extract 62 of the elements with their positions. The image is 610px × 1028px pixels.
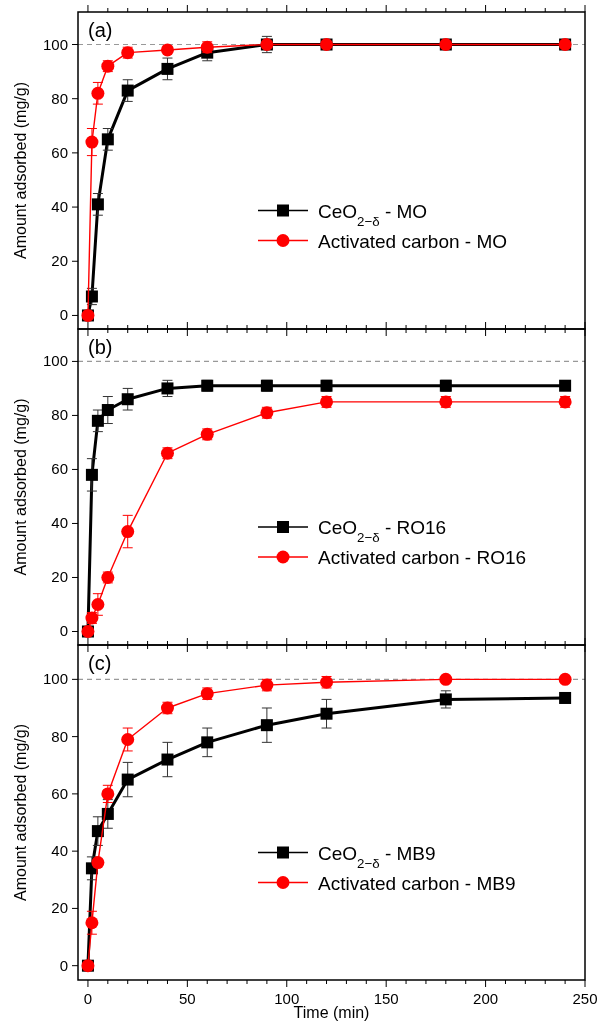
- point: [91, 86, 105, 100]
- y-tick-label: 40: [51, 514, 68, 532]
- y-tick-label: 60: [51, 460, 68, 478]
- point: [121, 84, 134, 97]
- legend-label: CeO$_{2−δ}$ - RO16: [318, 517, 447, 545]
- point: [161, 62, 174, 75]
- y-tick-label: 100: [42, 670, 68, 688]
- x-tick-label: 0: [83, 990, 93, 1007]
- y-axis-title: Amount adsorbed (mg/g): [12, 398, 29, 576]
- y-axis-title: Amount adsorbed (mg/g): [12, 724, 29, 901]
- point: [559, 379, 572, 392]
- x-tick-label: 250: [572, 990, 598, 1007]
- point: [121, 773, 134, 786]
- y-tick-label: 60: [51, 784, 68, 802]
- y-tick-label: 20: [51, 899, 68, 917]
- legend-label: CeO$_{2−δ}$ - MB9: [318, 842, 436, 870]
- point: [91, 856, 105, 870]
- point: [559, 691, 572, 704]
- point: [201, 736, 214, 749]
- legend-label: CeO$_{2−δ}$ - MO: [318, 200, 428, 228]
- y-tick-label: 20: [51, 252, 68, 270]
- point: [439, 672, 453, 686]
- point: [260, 719, 273, 732]
- y-tick-label: 80: [51, 406, 68, 424]
- y-axis-title: Amount adsorbed (mg/g): [12, 82, 29, 259]
- point: [85, 468, 98, 481]
- x-tick-label: 150: [373, 990, 399, 1007]
- x-tick-label: 50: [179, 990, 196, 1007]
- point: [91, 414, 104, 427]
- point: [121, 732, 135, 746]
- point: [121, 393, 134, 406]
- point: [101, 133, 114, 146]
- point: [101, 404, 114, 417]
- point: [161, 753, 174, 766]
- y-tick-label: 0: [59, 956, 68, 974]
- x-tick-label: 200: [473, 990, 499, 1007]
- annotation: (b): [88, 336, 113, 358]
- point: [121, 525, 135, 539]
- y-tick-label: 60: [51, 143, 68, 161]
- y-tick-label: 100: [42, 35, 68, 53]
- point: [558, 672, 572, 686]
- point: [320, 707, 333, 720]
- y-tick-label: 40: [51, 842, 68, 860]
- point: [85, 916, 99, 930]
- annotation: (a): [88, 19, 113, 41]
- legend-label: Activated carbon - MB9: [318, 872, 516, 894]
- y-tick-label: 40: [51, 198, 68, 216]
- y-tick-label: 20: [51, 568, 68, 586]
- point: [91, 198, 104, 211]
- legend-label: Activated carbon - RO16: [318, 547, 527, 568]
- y-tick-label: 0: [59, 306, 68, 324]
- y-tick-label: 100: [42, 352, 68, 370]
- y-tick-label: 80: [51, 727, 68, 745]
- annotation: (c): [88, 652, 112, 674]
- y-tick-label: 0: [59, 622, 68, 640]
- x-tick-label: 100: [274, 990, 300, 1007]
- legend-label: Activated carbon - MO: [318, 230, 508, 252]
- x-axis-title: Time (min): [293, 1004, 370, 1021]
- point: [91, 597, 105, 611]
- point: [160, 43, 174, 57]
- point: [85, 135, 99, 149]
- y-tick-label: 80: [51, 89, 68, 107]
